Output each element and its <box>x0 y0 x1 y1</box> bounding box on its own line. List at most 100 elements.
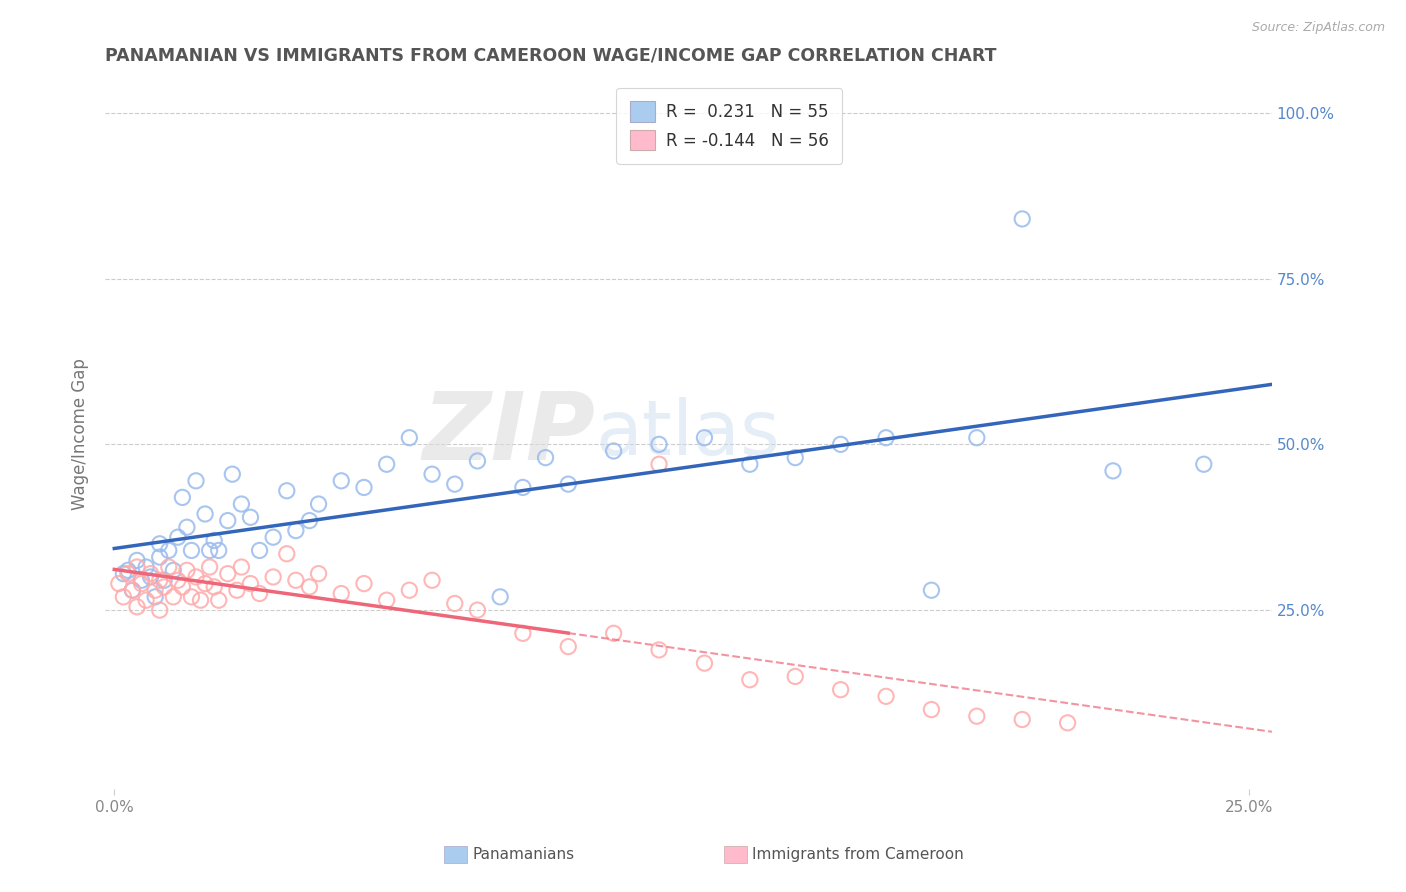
Point <box>1011 211 1033 226</box>
Point <box>830 437 852 451</box>
Point <box>284 524 307 538</box>
Text: Source: ZipAtlas.com: Source: ZipAtlas.com <box>1251 21 1385 34</box>
Y-axis label: Wage/Income Gap: Wage/Income Gap <box>72 359 89 510</box>
Point <box>125 599 148 614</box>
Point <box>198 543 221 558</box>
Point <box>194 576 217 591</box>
Point <box>284 574 307 588</box>
Point <box>298 580 321 594</box>
Point <box>139 566 162 581</box>
Point <box>162 590 184 604</box>
Point <box>420 467 443 482</box>
Point <box>198 560 221 574</box>
Point <box>557 640 579 654</box>
Point <box>249 543 271 558</box>
Point <box>1011 713 1033 727</box>
Text: PANAMANIAN VS IMMIGRANTS FROM CAMEROON WAGE/INCOME GAP CORRELATION CHART: PANAMANIAN VS IMMIGRANTS FROM CAMEROON W… <box>105 46 997 64</box>
Point <box>153 574 176 588</box>
Point <box>249 586 271 600</box>
Point <box>221 467 243 482</box>
Point <box>353 480 375 494</box>
Point <box>180 590 202 604</box>
Point <box>262 570 284 584</box>
Point <box>467 603 489 617</box>
Point <box>231 497 253 511</box>
Point <box>648 437 671 451</box>
Point <box>184 474 207 488</box>
Point <box>225 583 247 598</box>
Point <box>648 457 671 471</box>
Point <box>966 431 988 445</box>
Point <box>117 563 139 577</box>
Point <box>785 450 807 465</box>
Text: atlas: atlas <box>595 398 780 471</box>
Point <box>308 497 330 511</box>
Point <box>176 520 198 534</box>
Point <box>262 530 284 544</box>
Point <box>966 709 988 723</box>
Point <box>693 656 716 670</box>
Point <box>172 491 194 505</box>
Point <box>157 543 180 558</box>
Point <box>1102 464 1125 478</box>
Point <box>121 583 143 598</box>
Point <box>648 643 671 657</box>
Point <box>467 454 489 468</box>
Point <box>443 597 465 611</box>
Point <box>375 593 398 607</box>
Point <box>557 477 579 491</box>
Point <box>920 583 942 598</box>
Point <box>149 537 172 551</box>
Point <box>738 673 761 687</box>
Text: Panamanians: Panamanians <box>472 847 575 862</box>
Point <box>149 550 172 565</box>
Point <box>398 431 420 445</box>
Point <box>512 480 534 494</box>
Point <box>398 583 420 598</box>
Text: ZIP: ZIP <box>422 388 595 481</box>
Point <box>176 563 198 577</box>
Legend: R =  0.231   N = 55, R = -0.144   N = 56: R = 0.231 N = 55, R = -0.144 N = 56 <box>616 88 842 163</box>
Point <box>112 566 135 581</box>
Point <box>693 431 716 445</box>
Point <box>875 690 897 704</box>
Point <box>143 590 166 604</box>
Point <box>157 560 180 574</box>
Point <box>330 474 353 488</box>
Point <box>785 669 807 683</box>
Point <box>534 450 557 465</box>
Point <box>202 533 225 548</box>
Point <box>308 566 330 581</box>
Point <box>112 590 135 604</box>
Point <box>830 682 852 697</box>
Point <box>1192 457 1215 471</box>
Text: Immigrants from Cameroon: Immigrants from Cameroon <box>752 847 965 862</box>
Point <box>121 583 143 598</box>
Point <box>375 457 398 471</box>
Point <box>217 514 239 528</box>
Point <box>602 444 624 458</box>
Point <box>184 570 207 584</box>
Point <box>239 510 262 524</box>
Point <box>875 431 897 445</box>
Point <box>738 457 761 471</box>
Point <box>276 483 298 498</box>
Point <box>512 626 534 640</box>
Point <box>153 580 176 594</box>
Point <box>190 593 212 607</box>
Point <box>117 566 139 581</box>
Point <box>920 702 942 716</box>
Point <box>208 543 231 558</box>
Point <box>135 560 157 574</box>
Point <box>149 574 172 588</box>
Point <box>298 514 321 528</box>
Point <box>602 626 624 640</box>
Point <box>131 574 153 588</box>
Point <box>420 574 443 588</box>
Point <box>443 477 465 491</box>
Point <box>217 566 239 581</box>
Point <box>1056 715 1078 730</box>
Point <box>162 563 184 577</box>
Point <box>125 553 148 567</box>
Point <box>139 570 162 584</box>
